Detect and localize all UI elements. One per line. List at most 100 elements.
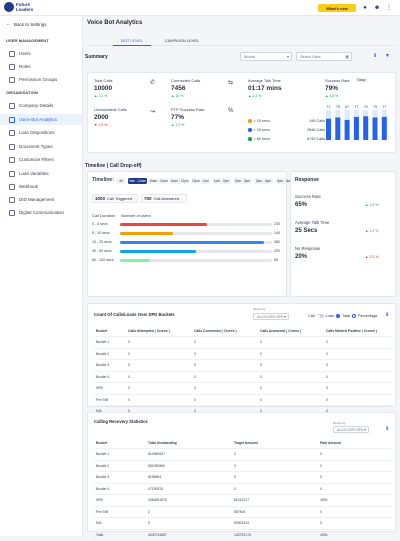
- dpd-group-value: ALLOCATED DPD: [257, 315, 284, 319]
- timeline-pill[interactable]: 2pm - 3pm: [233, 178, 252, 184]
- sidebar-item-did-management[interactable]: DID Management: [0, 194, 82, 205]
- sidebar-item-loan-variables[interactable]: Loan Variables: [0, 168, 82, 179]
- table-cell: 0: [192, 359, 258, 372]
- table-row: Pre EMI 0 0 0 0: [94, 394, 392, 406]
- sidebar-item-loan-dispositions[interactable]: Loan Dispositions: [0, 127, 82, 138]
- users-icon: [9, 50, 15, 57]
- sidebar-item-customize-filters[interactable]: Customize Filters: [0, 154, 82, 165]
- talk-legend-gt15: > 15 secs: [248, 128, 308, 132]
- table-cell: 0: [126, 382, 192, 395]
- table-cell: 0: [324, 382, 392, 395]
- sidebar-item-webhook[interactable]: Webhook: [0, 181, 82, 192]
- bar-fill: [120, 240, 265, 244]
- resp-talk-time-value: 25 Secs: [295, 228, 318, 234]
- timeline-title: Timeline ( Call Drop-off): [85, 163, 142, 169]
- call-connected-icon: ⇆: [228, 80, 234, 86]
- tab-bot-level[interactable]: BOT LEVEL: [113, 36, 151, 46]
- tab-campaign-level[interactable]: CAMPAIGN LEVEL: [164, 38, 200, 43]
- user-icon[interactable]: ☻: [373, 5, 381, 11]
- timeline-pill[interactable]: 9am - 10am: [128, 178, 147, 184]
- sidebar-item-users[interactable]: Users: [0, 48, 82, 59]
- table-cell: 0: [324, 371, 392, 383]
- timeline-pill[interactable]: 11am - 12pm: [170, 178, 189, 184]
- sidebar-item-voice-bot-analytics[interactable]: Voice Bot Analytics: [0, 114, 82, 125]
- table-cell: 0: [318, 506, 392, 518]
- total-radio[interactable]: [336, 314, 340, 318]
- sidebar-item-roles[interactable]: Roles: [0, 61, 82, 72]
- table-header-cell: Calls Marked Positive ( Crores ): [324, 325, 392, 337]
- table-cell: 0: [324, 359, 392, 372]
- percentage-radio[interactable]: [352, 314, 357, 318]
- connected-calls-value: 7456: [171, 85, 186, 92]
- table-row: Bucket 4 47199324 0 0: [94, 483, 392, 495]
- logo[interactable]: Future Leaders: [4, 2, 40, 12]
- table-cell: 2: [146, 506, 232, 518]
- loan-variables-icon: [9, 170, 15, 177]
- table-cell: Bucket 3: [94, 471, 146, 484]
- bar-track: [120, 222, 272, 226]
- month-select[interactable]: Month ▾: [240, 52, 292, 61]
- timeline-pill[interactable]: 4pm - 5pm: [275, 178, 294, 184]
- bar-value: 140: [274, 231, 280, 235]
- sidebar-item-document-types[interactable]: Document Types: [0, 141, 82, 152]
- menu-icon[interactable]: ⋮: [386, 5, 392, 11]
- unreachable-calls-delta: ▼ 2.5 %: [94, 123, 108, 127]
- sidebar-item-company-details[interactable]: Company Details: [0, 100, 82, 111]
- recovery-group-value: ALLOCATED DPD: [337, 428, 364, 432]
- sidebar-item-label: Loan Dispositions: [19, 130, 55, 135]
- today-badge[interactable]: Today: [355, 78, 368, 82]
- filter-icon[interactable]: ▼: [385, 53, 390, 59]
- dpd-title: Count Of Calls/Loans Over DPD Buckets: [94, 312, 175, 317]
- bar-track: [120, 258, 272, 262]
- recovery-download-icon[interactable]: ⬇: [385, 426, 390, 432]
- table-cell: 0: [318, 448, 392, 461]
- ptp-success-rate-label: PTP Success Rate: [171, 107, 205, 112]
- back-to-settings-link[interactable]: ← Back to Settings: [6, 21, 47, 27]
- success-bar: [363, 116, 369, 140]
- talk-legend-gt60: > 60 secs: [248, 137, 308, 141]
- talk-legend-gt15-value: 2546 Calls: [307, 128, 325, 132]
- timeline-pill[interactable]: 3pm - 4pm: [254, 178, 273, 184]
- talk-legend-label: < 15 secs: [253, 119, 270, 123]
- recovery-group-label: Group by: [333, 421, 346, 425]
- recovery-group-select[interactable]: ALLOCATED DPD ▾: [333, 426, 369, 433]
- sidebar-item-digital-communication[interactable]: Digital Communication: [0, 207, 82, 218]
- bar-value: 200: [274, 249, 280, 253]
- table-cell: 0: [324, 336, 392, 349]
- whats-new-button[interactable]: What's new: [318, 4, 356, 12]
- success-bar: [326, 118, 331, 140]
- table-cell: 0: [126, 394, 192, 406]
- table-cell: 0: [192, 348, 258, 360]
- sidebar-item-permission-groups[interactable]: Permission Groups: [0, 74, 82, 85]
- table-cell: 0: [126, 359, 192, 372]
- avg-talk-time-label: Average Talk Time: [248, 78, 281, 83]
- unreachable-calls-label: Unreachable Calls: [94, 107, 127, 112]
- bar-label: 0 - 5 secs: [92, 222, 108, 226]
- download-icon[interactable]: ⬇: [373, 53, 378, 59]
- dpd-group-select[interactable]: ALLOCATED DPD ▾: [253, 313, 289, 320]
- table-cell: 0: [146, 517, 232, 530]
- call-duration-header: Call Duration: [92, 213, 116, 218]
- table-cell: 0: [126, 336, 192, 349]
- table-cell: 0: [318, 460, 392, 472]
- timeline-pill[interactable]: 10am - 11am: [149, 178, 168, 184]
- success-bar: [344, 119, 350, 140]
- bar-fill: [120, 249, 196, 253]
- table-cell: 4994: [318, 494, 392, 507]
- dpd-call-label: Call: [308, 314, 315, 318]
- table-header-cell: Total Outstanding: [146, 437, 232, 449]
- avg-talk-time-value: 01:17 mins: [248, 85, 282, 92]
- table-cell: 0: [192, 394, 258, 406]
- table-cell: 0: [126, 348, 192, 360]
- date-select[interactable]: Select Date ▦: [296, 52, 352, 61]
- call-loan-toggle[interactable]: [316, 314, 324, 318]
- calendar-icon: ▦: [345, 54, 349, 59]
- bell-icon[interactable]: ●: [363, 5, 367, 11]
- dpd-download-icon[interactable]: ⬇: [385, 312, 390, 318]
- timeline-pill[interactable]: 1pm - 2pm: [212, 178, 231, 184]
- bar-label: 60 - 120 secs: [92, 258, 114, 262]
- bar-label: 30 - 60 secs: [92, 249, 112, 253]
- timeline-pill[interactable]: All: [116, 178, 126, 184]
- timeline-pill[interactable]: 12pm - 1pm: [191, 178, 210, 184]
